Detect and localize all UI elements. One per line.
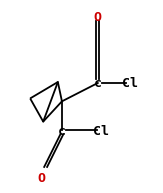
Text: Cl: Cl	[122, 77, 138, 91]
Text: O: O	[94, 11, 102, 24]
Text: c: c	[94, 77, 102, 91]
Text: O: O	[37, 172, 46, 185]
Text: c: c	[58, 125, 66, 138]
Text: Cl: Cl	[93, 125, 109, 138]
